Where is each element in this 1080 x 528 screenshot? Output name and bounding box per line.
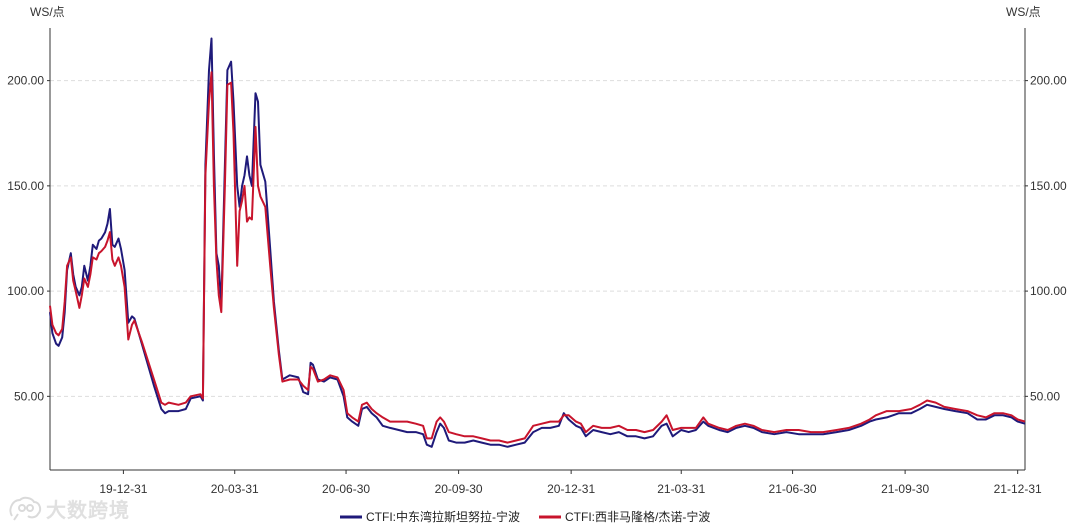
x-tick-label: 21-03-31 xyxy=(657,482,705,496)
y-tick-label-right: 100.00 xyxy=(1030,284,1067,298)
legend-label-series-1: CTFI:中东湾拉斯坦努拉-宁波 xyxy=(366,509,520,524)
x-tick-label: 21-12-31 xyxy=(994,482,1042,496)
axes xyxy=(49,28,1026,471)
right-axis-unit: WS/点 xyxy=(1006,5,1041,19)
y-tick-label-left: 100.00 xyxy=(7,284,44,298)
brain-logo-icon xyxy=(9,496,42,521)
x-tick-label: 20-03-31 xyxy=(211,482,259,496)
watermark-text: 大数跨境 xyxy=(46,498,130,522)
x-tick-label: 20-06-30 xyxy=(322,482,370,496)
grid-lines xyxy=(50,80,1025,397)
y-tick-label-right: 150.00 xyxy=(1030,179,1067,193)
left-axis-unit: WS/点 xyxy=(30,5,65,19)
x-tick-label: 20-12-31 xyxy=(547,482,595,496)
y-tick-label-right: 50.00 xyxy=(1030,389,1060,403)
legend: CTFI:中东湾拉斯坦努拉-宁波 CTFI:西非马隆格/杰诺-宁波 xyxy=(340,509,710,524)
x-tick-label: 21-06-30 xyxy=(769,482,817,496)
series-lines xyxy=(49,37,1026,448)
y-tick-label-right: 200.00 xyxy=(1030,74,1067,88)
x-tick-label: 20-09-30 xyxy=(435,482,483,496)
legend-label-series-2: CTFI:西非马隆格/杰诺-宁波 xyxy=(565,509,710,524)
watermark: 大数跨境 xyxy=(8,494,130,523)
y-tick-label-left: 200.00 xyxy=(7,74,44,88)
x-tick-label: 19-12-31 xyxy=(99,482,147,496)
x-tick-labels: 19-12-31 20-03-31 20-06-30 20-09-30 20-12-31… xyxy=(99,470,1042,496)
y-tick-labels: 50.00 50.00 100.00 100.00 150.00 150.00 200.00… xyxy=(7,74,1067,404)
series-line-2 xyxy=(49,71,1026,444)
y-tick-label-left: 50.00 xyxy=(14,389,44,403)
series-line-1 xyxy=(49,37,1026,448)
y-tick-label-left: 150.00 xyxy=(7,179,44,193)
x-tick-label: 21-09-30 xyxy=(881,482,929,496)
